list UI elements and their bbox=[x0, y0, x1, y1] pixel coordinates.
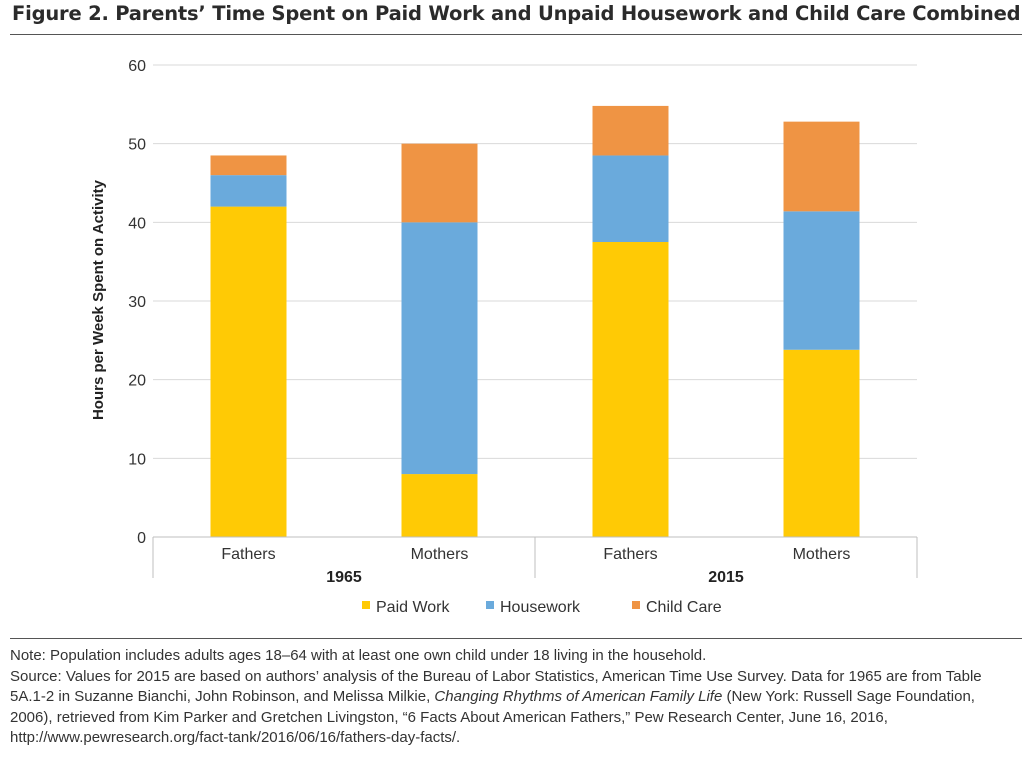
group-label: 1965 bbox=[326, 569, 362, 586]
legend-label: Child Care bbox=[646, 599, 722, 616]
bar-segment-paid-work bbox=[210, 206, 287, 537]
y-axis-title: Hours per Week Spent on Activity bbox=[90, 179, 107, 420]
legend-swatch bbox=[486, 601, 494, 609]
bars bbox=[210, 105, 860, 537]
x-category-label: Mothers bbox=[793, 546, 851, 563]
legend: Paid Work Housework Child Care bbox=[362, 599, 722, 616]
x-category-label: Fathers bbox=[603, 546, 657, 563]
source-book-title: Changing Rhythms of American Family Life bbox=[434, 688, 723, 705]
legend-swatch bbox=[362, 601, 370, 609]
legend-label: Housework bbox=[500, 599, 581, 616]
source-text-start: Source: Values for 2015 are based on aut… bbox=[10, 667, 982, 706]
stacked-bar-chart: 0 10 20 30 40 50 60 Fathers Mothers Fathers Mother… bbox=[90, 58, 918, 616]
bar-segment-paid-work bbox=[592, 242, 669, 537]
axes: 0 10 20 30 40 50 60 Fathers Mothers Fathers Mother… bbox=[90, 58, 918, 586]
bar-segment-child-care bbox=[592, 105, 669, 156]
bar-segment-housework bbox=[401, 222, 478, 475]
group-label: 2015 bbox=[708, 569, 744, 586]
bar-segment-housework bbox=[783, 211, 860, 350]
source-text-end: (New York: Russell Sage Foundation, 2006… bbox=[10, 688, 975, 746]
notes: Note: Population includes adults ages 18… bbox=[10, 646, 1018, 749]
y-tick-label: 30 bbox=[128, 294, 146, 311]
bar-segment-paid-work bbox=[783, 349, 860, 537]
y-tick-label: 50 bbox=[128, 137, 146, 154]
legend-label: Paid Work bbox=[376, 599, 451, 616]
y-tick-label: 20 bbox=[128, 373, 146, 390]
bar-segment-paid-work bbox=[401, 474, 478, 537]
bar-segment-child-care bbox=[783, 121, 860, 212]
y-tick-label: 10 bbox=[128, 451, 146, 468]
y-tick-label: 40 bbox=[128, 215, 146, 232]
figure-title: Figure 2. Parents’ Time Spent on Paid Wo… bbox=[12, 2, 1021, 25]
note-text: Note: Population includes adults ages 18… bbox=[10, 647, 707, 664]
y-tick-label: 60 bbox=[128, 58, 146, 75]
bar-segment-housework bbox=[592, 155, 669, 242]
bar-segment-child-care bbox=[210, 155, 287, 176]
bar-segment-child-care bbox=[401, 143, 478, 223]
x-category-label: Mothers bbox=[411, 546, 469, 563]
source-text: Source: Values for 2015 are based on aut… bbox=[10, 667, 1018, 749]
bar-segment-housework bbox=[210, 175, 287, 207]
bottom-divider bbox=[10, 638, 1022, 639]
y-tick-label: 0 bbox=[137, 530, 146, 547]
x-category-label: Fathers bbox=[221, 546, 275, 563]
top-divider bbox=[10, 34, 1022, 35]
legend-swatch bbox=[632, 601, 640, 609]
